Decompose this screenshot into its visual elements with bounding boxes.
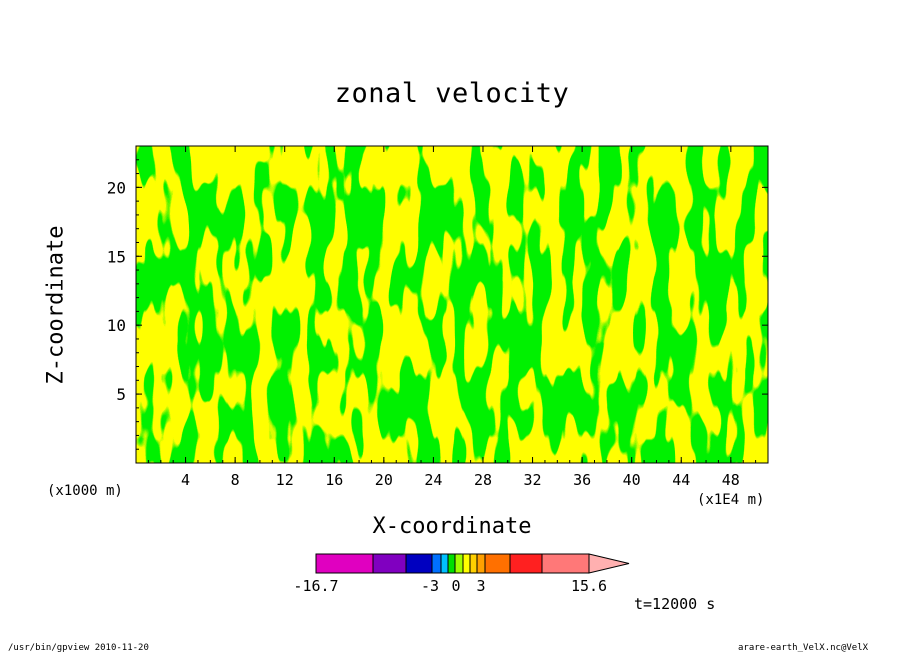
x-tick-label: 24	[424, 471, 442, 489]
colorbar-segment	[405, 553, 433, 574]
colorbar-segment	[447, 553, 456, 574]
colorbar-segment	[541, 553, 590, 574]
colorbar-segment	[462, 553, 471, 574]
colorbar-label: -16.7	[293, 577, 338, 595]
x-tick-label: 28	[474, 471, 492, 489]
x-tick-label: 40	[623, 471, 641, 489]
y-axis-label: Z-coordinate	[43, 225, 69, 385]
y-axis: 5 10 15 20	[107, 159, 768, 450]
x-tick-label: 44	[672, 471, 690, 489]
colorbar-segment	[484, 553, 511, 574]
y-tick-label: 20	[107, 178, 126, 197]
x-tick-label: 48	[722, 471, 740, 489]
x-tick-label: 12	[276, 471, 294, 489]
colorbar-segment	[469, 553, 478, 574]
y-unit-label: (x1E4 m)	[697, 492, 765, 508]
plot-frame	[135, 145, 769, 464]
x-tick-label: 36	[573, 471, 591, 489]
x-tick-label: 4	[181, 471, 190, 489]
field-negative-region	[136, 146, 768, 463]
colorbar-label: 15.6	[571, 577, 607, 595]
colorbar: -16.7 -3 0 3 15.6	[293, 553, 630, 595]
colorbar-segment	[509, 553, 543, 574]
colorbar-label: 3	[476, 577, 485, 595]
x-tick-label: 32	[524, 471, 542, 489]
colorbar-segment	[454, 553, 464, 574]
colorbar-segment	[372, 553, 407, 574]
colorbar-segment	[431, 553, 442, 574]
y-tick-label: 10	[107, 316, 126, 335]
footer-program-date: /usr/bin/gpview 2010-11-20	[8, 643, 149, 653]
footer-source-variable: arare-earth_VelX.nc@VelX	[738, 643, 869, 653]
x-axis: 4 8 12 16 20 24 28 32 36 40 44 48	[147, 146, 757, 489]
y-tick-label: 15	[107, 247, 126, 266]
plot-area	[135, 145, 769, 464]
colorbar-segment	[315, 553, 374, 574]
y-tick-label: 5	[116, 385, 126, 404]
x-unit-label: (x1000 m)	[47, 483, 123, 499]
colorbar-segment	[476, 553, 486, 574]
chart-title: zonal velocity	[334, 78, 570, 109]
x-tick-label: 8	[231, 471, 240, 489]
colorbar-label: -3	[421, 577, 439, 595]
colorbar-arrow	[588, 553, 630, 574]
x-axis-label: X-coordinate	[372, 514, 532, 539]
x-tick-label: 20	[375, 471, 393, 489]
colorbar-label: 0	[451, 577, 460, 595]
x-tick-label: 16	[325, 471, 343, 489]
colorbar-segment	[440, 553, 449, 574]
time-label: t=12000 s	[634, 595, 716, 613]
